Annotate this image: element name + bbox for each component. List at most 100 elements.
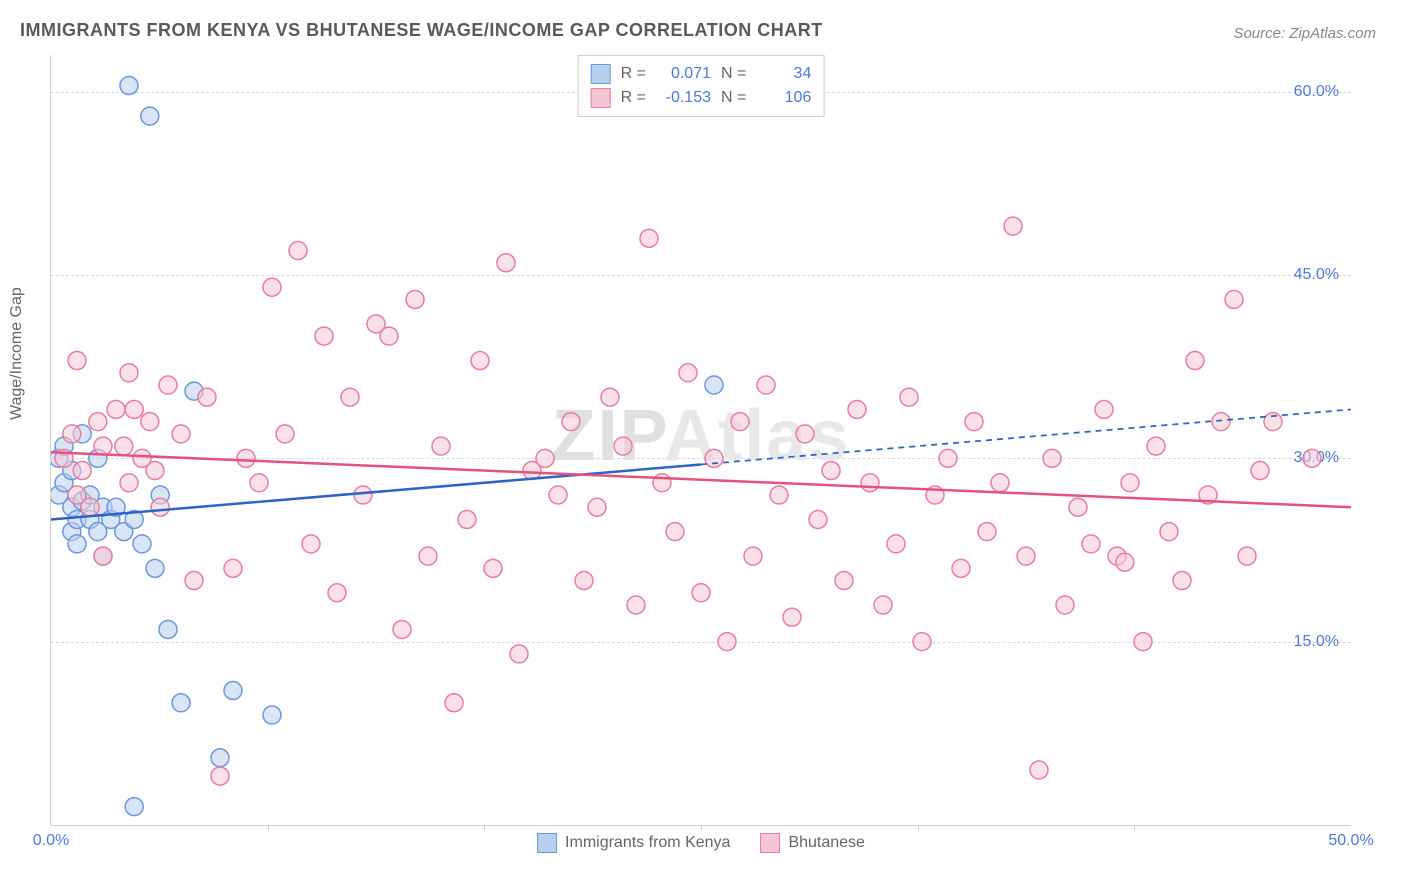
- data-point: [354, 486, 372, 504]
- data-point: [68, 352, 86, 370]
- data-point: [1238, 547, 1256, 565]
- data-point: [151, 498, 169, 516]
- x-tick-label: 0.0%: [33, 832, 69, 850]
- data-point: [562, 413, 580, 431]
- chart-plot-area: ZIPAtlas R = 0.071 N = 34 R = -0.153 N =…: [50, 55, 1351, 826]
- data-point: [913, 633, 931, 651]
- data-point: [601, 388, 619, 406]
- data-point: [198, 388, 216, 406]
- legend-stats-row: R = -0.153 N = 106: [591, 86, 812, 110]
- data-point: [211, 749, 229, 767]
- data-point: [393, 620, 411, 638]
- data-point: [120, 474, 138, 492]
- data-point: [68, 535, 86, 553]
- data-point: [1043, 449, 1061, 467]
- data-point: [1116, 553, 1134, 571]
- data-point: [120, 364, 138, 382]
- data-point: [887, 535, 905, 553]
- data-point: [1069, 498, 1087, 516]
- data-point: [107, 400, 125, 418]
- x-tick-mark: [484, 825, 485, 831]
- data-point: [81, 498, 99, 516]
- legend-label: Immigrants from Kenya: [565, 834, 730, 852]
- data-point: [146, 559, 164, 577]
- data-point: [159, 620, 177, 638]
- data-point: [835, 572, 853, 590]
- data-point: [406, 290, 424, 308]
- data-point: [1173, 572, 1191, 590]
- legend-series: Immigrants from Kenya Bhutanese: [537, 833, 865, 853]
- swatch-kenya: [591, 64, 611, 84]
- data-point: [211, 767, 229, 785]
- data-point: [328, 584, 346, 602]
- source-credit: Source: ZipAtlas.com: [1233, 25, 1376, 42]
- legend-label: Bhutanese: [788, 834, 865, 852]
- data-point: [497, 254, 515, 272]
- data-point: [1186, 352, 1204, 370]
- data-point: [1251, 462, 1269, 480]
- r-label: R =: [621, 62, 646, 86]
- data-point: [770, 486, 788, 504]
- legend-item: Bhutanese: [760, 833, 865, 853]
- data-point: [1212, 413, 1230, 431]
- data-point: [874, 596, 892, 614]
- data-point: [172, 694, 190, 712]
- data-point: [185, 572, 203, 590]
- legend-stats: R = 0.071 N = 34 R = -0.153 N = 106: [578, 55, 825, 117]
- data-point: [640, 229, 658, 247]
- data-point: [939, 449, 957, 467]
- data-point: [1160, 523, 1178, 541]
- data-point: [263, 706, 281, 724]
- swatch-bhutanese: [760, 833, 780, 853]
- data-point: [653, 474, 671, 492]
- n-value: 34: [756, 62, 811, 86]
- data-point: [315, 327, 333, 345]
- data-point: [705, 449, 723, 467]
- data-point: [705, 376, 723, 394]
- data-point: [1082, 535, 1100, 553]
- data-point: [757, 376, 775, 394]
- data-point: [432, 437, 450, 455]
- legend-stats-row: R = 0.071 N = 34: [591, 62, 812, 86]
- data-point: [796, 425, 814, 443]
- data-point: [419, 547, 437, 565]
- data-point: [172, 425, 190, 443]
- swatch-bhutanese: [591, 88, 611, 108]
- data-point: [1225, 290, 1243, 308]
- data-point: [133, 535, 151, 553]
- x-tick-mark: [701, 825, 702, 831]
- data-point: [848, 400, 866, 418]
- swatch-kenya: [537, 833, 557, 853]
- data-point: [1303, 449, 1321, 467]
- data-point: [224, 559, 242, 577]
- data-point: [141, 107, 159, 125]
- data-point: [224, 682, 242, 700]
- data-point: [263, 278, 281, 296]
- data-point: [94, 437, 112, 455]
- data-point: [73, 462, 91, 480]
- data-point: [783, 608, 801, 626]
- chart-title: IMMIGRANTS FROM KENYA VS BHUTANESE WAGE/…: [20, 20, 823, 41]
- data-point: [627, 596, 645, 614]
- data-point: [445, 694, 463, 712]
- data-point: [900, 388, 918, 406]
- data-point: [63, 425, 81, 443]
- data-point: [744, 547, 762, 565]
- r-value: 0.071: [656, 62, 711, 86]
- data-point: [1147, 437, 1165, 455]
- data-point: [159, 376, 177, 394]
- data-point: [588, 498, 606, 516]
- data-point: [575, 572, 593, 590]
- data-point: [1030, 761, 1048, 779]
- data-point: [120, 77, 138, 95]
- trend-line: [51, 452, 1351, 507]
- data-point: [89, 413, 107, 431]
- r-value: -0.153: [656, 86, 711, 110]
- data-point: [484, 559, 502, 577]
- data-point: [822, 462, 840, 480]
- data-point: [94, 547, 112, 565]
- data-point: [1134, 633, 1152, 651]
- data-point: [861, 474, 879, 492]
- data-point: [549, 486, 567, 504]
- data-point: [1095, 400, 1113, 418]
